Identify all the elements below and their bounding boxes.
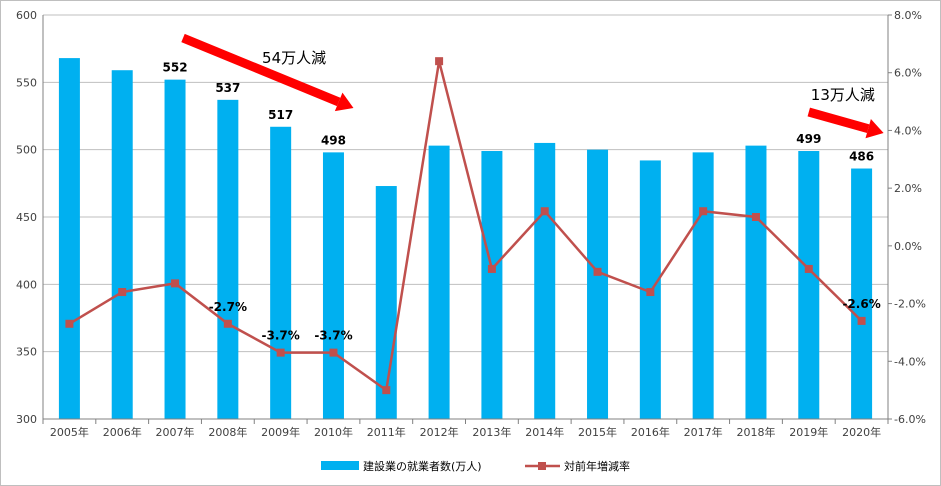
bar xyxy=(692,152,714,420)
bar xyxy=(851,168,873,419)
y-right-tick-label: 4.0% xyxy=(894,124,922,137)
x-tick-label: 2011年 xyxy=(367,425,406,439)
y-left-tick-label: 300 xyxy=(16,413,37,426)
decline-arrow-1-shaft xyxy=(181,33,341,107)
decline-arrow-2-head xyxy=(865,119,884,139)
bar xyxy=(428,145,450,420)
line-marker xyxy=(593,267,602,276)
y-left-tick-label: 450 xyxy=(16,211,37,224)
line-path xyxy=(68,60,863,393)
line-marker xyxy=(540,207,549,216)
x-tick-label: 2012年 xyxy=(420,425,459,439)
bar xyxy=(217,99,239,419)
line-marker xyxy=(435,57,444,66)
y-left-tick-label: 550 xyxy=(16,76,37,89)
line-marker xyxy=(171,279,180,288)
bar-data-label: 552 xyxy=(163,61,188,75)
bar xyxy=(270,126,292,420)
line-marker xyxy=(118,288,127,297)
line-marker xyxy=(382,386,391,395)
line-marker xyxy=(857,316,866,325)
x-tick-label: 2009年 xyxy=(261,425,300,439)
y-left-tick-label: 350 xyxy=(16,346,37,359)
x-tick-label: 2015年 xyxy=(578,425,617,439)
line-marker xyxy=(751,213,760,221)
legend-label-bars: 建設業の就業者数(万人) xyxy=(363,459,482,473)
line-marker xyxy=(329,348,338,357)
bar-data-label: 517 xyxy=(268,108,293,122)
line-marker xyxy=(223,319,232,328)
y-right-tick-label: 2.0% xyxy=(894,182,922,195)
line-data-label: -2.7% xyxy=(209,300,247,314)
bar-data-label: 498 xyxy=(321,133,346,147)
line-marker xyxy=(65,319,74,328)
y-left-tick-label: 500 xyxy=(16,144,37,157)
y-right-tick-label: 0.0% xyxy=(894,240,922,253)
line-marker xyxy=(487,264,496,273)
x-tick-label: 2017年 xyxy=(684,425,723,439)
legend-swatch-bars xyxy=(321,461,359,470)
annotation-text-1: 54万人減 xyxy=(262,49,326,67)
x-tick-label: 2008年 xyxy=(208,425,247,439)
x-tick-label: 2020年 xyxy=(842,425,881,439)
line-marker xyxy=(699,207,708,216)
bar xyxy=(111,70,133,420)
line-marker xyxy=(276,348,285,357)
axes: 300 350 400 450 500 550 600 -6.0% -4.0% -2.0% 0.0%… xyxy=(16,9,926,439)
bar-data-label: 486 xyxy=(849,150,874,164)
x-tick-label: 2007年 xyxy=(156,425,195,439)
annotations: 54万人減 13万人減 xyxy=(181,33,884,139)
x-tick-label: 2013年 xyxy=(472,425,511,439)
y-right-tick-label: -6.0% xyxy=(894,413,926,426)
x-tick-label: 2006年 xyxy=(103,425,142,439)
y-left-tick-label: 400 xyxy=(16,278,37,291)
bar xyxy=(164,79,186,419)
bar xyxy=(322,152,344,420)
line-data-label: -3.7% xyxy=(262,329,300,343)
x-tick-label: 2018年 xyxy=(736,425,775,439)
x-tick-label: 2014年 xyxy=(525,425,564,439)
y-right-tick-label: -2.0% xyxy=(894,298,926,311)
bar-series xyxy=(58,58,873,420)
x-tick-label: 2010年 xyxy=(314,425,353,439)
line-marker xyxy=(646,288,655,297)
legend: 建設業の就業者数(万人) 対前年増減率 xyxy=(321,459,630,473)
data-labels: 552 537 517 498 499 486 -2.7% -3.7% -3.7% -2.6% xyxy=(163,61,881,343)
bar xyxy=(481,151,503,419)
bar xyxy=(798,151,820,419)
annotation-text-2: 13万人減 xyxy=(811,86,875,104)
legend-label-line: 対前年増減率 xyxy=(564,459,630,473)
y-right-tick-label: -4.0% xyxy=(894,355,926,368)
bar xyxy=(587,149,609,419)
bar-data-label: 499 xyxy=(796,132,821,146)
decline-arrow-2-shaft xyxy=(807,107,870,134)
y-right-tick-label: 8.0% xyxy=(894,9,922,22)
bar xyxy=(58,58,80,420)
x-tick-label: 2019年 xyxy=(789,425,828,439)
x-tick-label: 2005年 xyxy=(50,425,89,439)
legend-marker-line xyxy=(538,462,546,470)
line-series xyxy=(65,57,866,395)
line-data-label: -2.6% xyxy=(842,297,880,311)
bar xyxy=(745,145,767,420)
bar xyxy=(534,142,556,419)
line-marker xyxy=(804,264,813,273)
line-data-label: -3.7% xyxy=(314,329,352,343)
decline-arrow-1-head xyxy=(334,92,354,112)
y-left-tick-label: 600 xyxy=(16,9,37,22)
y-right-tick-label: 6.0% xyxy=(894,67,922,80)
bar-data-label: 537 xyxy=(215,81,240,95)
x-tick-label: 2016年 xyxy=(631,425,670,439)
